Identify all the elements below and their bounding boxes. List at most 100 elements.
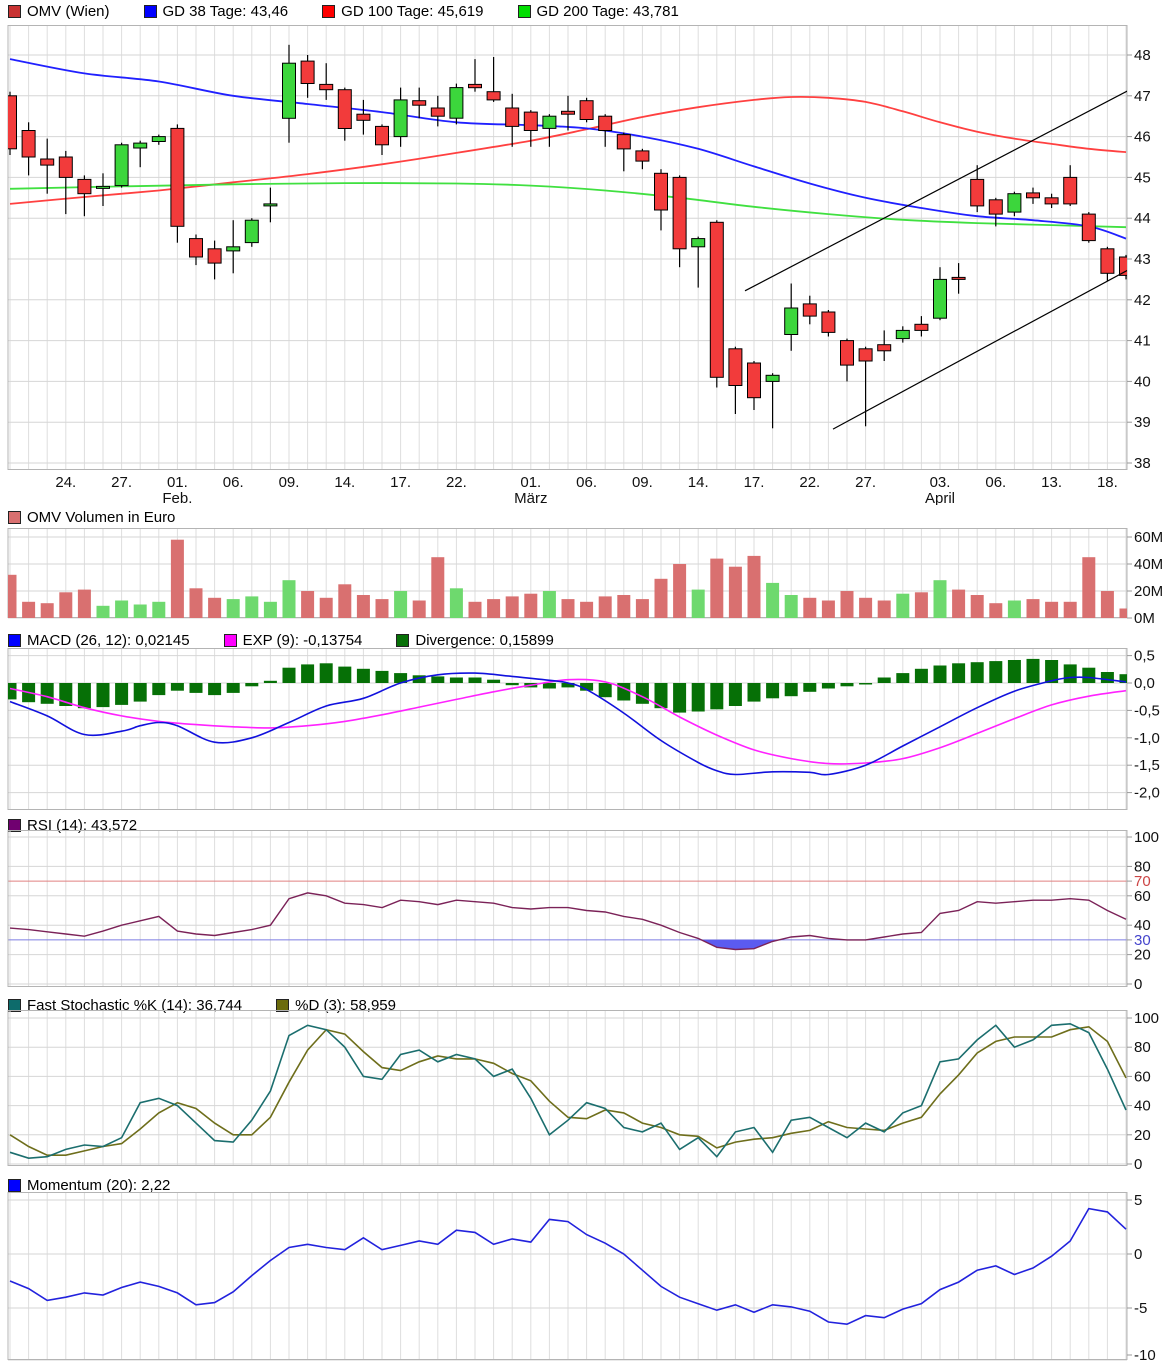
svg-text:-1,0: -1,0 (1134, 730, 1160, 747)
stochastic-series-swatch (276, 999, 290, 1012)
svg-text:40: 40 (1134, 1098, 1151, 1115)
legend-label: Fast Stochastic %K (14): 36,744 (27, 997, 243, 1014)
legend-label: GD 38 Tage: 43,46 (162, 3, 289, 20)
svg-text:27.: 27. (111, 474, 132, 491)
svg-text:100: 100 (1134, 830, 1159, 846)
price-series-swatch (8, 5, 21, 18)
legend-label: RSI (14): 43,572 (27, 817, 138, 834)
svg-text:0,0: 0,0 (1134, 675, 1155, 692)
svg-text:60: 60 (1134, 888, 1151, 905)
legend-item-price: GD 100 Tage: 45,619 (322, 3, 484, 20)
legend-label: GD 200 Tage: 43,781 (536, 3, 679, 20)
svg-text:40: 40 (1134, 917, 1151, 934)
volume-series-swatch (8, 511, 21, 524)
legend-label: GD 100 Tage: 45,619 (341, 3, 484, 20)
legend-item-macd: Divergence: 0,15899 (396, 632, 554, 649)
svg-text:April: April (925, 490, 955, 505)
macd-series-swatch (8, 634, 21, 647)
macd-panel: 0,5 0,0 -0,5 -1,0 -1,5 -2,0 (7, 648, 1160, 810)
legend-item-macd: MACD (26, 12): 0,02145 (8, 632, 190, 649)
svg-text:20: 20 (1134, 1127, 1151, 1144)
svg-text:März: März (514, 490, 547, 505)
svg-text:0: 0 (1134, 976, 1142, 990)
momentum-series-swatch (8, 1179, 21, 1192)
svg-text:17.: 17. (744, 474, 765, 491)
svg-text:27.: 27. (855, 474, 876, 491)
svg-text:13.: 13. (1041, 474, 1062, 491)
legend-item-volume: OMV Volumen in Euro (8, 509, 175, 526)
svg-text:47: 47 (1134, 88, 1151, 105)
legend-item-macd: EXP (9): -0,13754 (223, 632, 363, 649)
svg-text:-5: -5 (1134, 1300, 1147, 1317)
legend-item-rsi: RSI (14): 43,572 (8, 817, 137, 834)
svg-text:06.: 06. (223, 474, 244, 491)
svg-text:-2,0: -2,0 (1134, 785, 1160, 802)
stochastic-series-swatch (8, 999, 21, 1012)
svg-text:38: 38 (1134, 455, 1151, 472)
svg-text:17.: 17. (390, 474, 411, 491)
svg-text:70: 70 (1134, 873, 1151, 890)
legend-label: OMV (Wien) (27, 3, 110, 20)
legend-stochastic: Fast Stochastic %K (14): 36,744 %D (3): 5… (8, 997, 396, 1014)
svg-text:40M: 40M (1134, 556, 1163, 573)
svg-text:40: 40 (1134, 373, 1151, 390)
svg-text:14.: 14. (688, 474, 709, 491)
svg-text:5: 5 (1134, 1192, 1142, 1209)
svg-text:14.: 14. (334, 474, 355, 491)
svg-text:100: 100 (1134, 1010, 1159, 1027)
legend-item-price: GD 200 Tage: 43,781 (517, 3, 679, 20)
svg-text:20: 20 (1134, 947, 1151, 964)
volume-panel: 60M 40M 20M 0M (7, 528, 1163, 627)
price-series-swatch (322, 5, 336, 18)
svg-text:20M: 20M (1134, 583, 1163, 600)
svg-text:01.: 01. (520, 474, 541, 491)
legend-label: EXP (9): -0,13754 (242, 632, 363, 649)
legend-rsi: RSI (14): 43,572 (8, 817, 137, 834)
svg-text:-0,5: -0,5 (1134, 702, 1160, 719)
svg-text:24.: 24. (55, 474, 76, 491)
svg-text:45: 45 (1134, 169, 1151, 186)
svg-text:43: 43 (1134, 251, 1151, 268)
svg-text:41: 41 (1134, 333, 1151, 350)
legend-item-stochastic: Fast Stochastic %K (14): 36,744 (8, 997, 242, 1014)
legend-macd: MACD (26, 12): 0,02145 EXP (9): -0,13754 D… (8, 632, 554, 649)
legend-volume: OMV Volumen in Euro (8, 509, 175, 526)
svg-text:80: 80 (1134, 858, 1151, 875)
legend-label: %D (3): 58,959 (295, 997, 396, 1014)
svg-text:0: 0 (1134, 1246, 1142, 1263)
momentum-panel: 5 0 -5 -10 (7, 1192, 1156, 1361)
svg-text:03.: 03. (930, 474, 951, 491)
legend-item-stochastic: %D (3): 58,959 (276, 997, 396, 1014)
svg-text:06.: 06. (985, 474, 1006, 491)
svg-text:-10: -10 (1134, 1347, 1156, 1361)
svg-text:80: 80 (1134, 1039, 1151, 1056)
legend-price: OMV (Wien) GD 38 Tage: 43,46 GD 100 Tage: … (8, 3, 679, 20)
legend-label: MACD (26, 12): 0,02145 (27, 632, 190, 649)
price-series-swatch (517, 5, 531, 18)
price-series-swatch (143, 5, 157, 18)
macd-series-swatch (223, 634, 237, 647)
legend-item-price: OMV (Wien) (8, 3, 110, 20)
svg-text:-1,5: -1,5 (1134, 757, 1160, 774)
legend-label: OMV Volumen in Euro (27, 509, 176, 526)
legend-item-momentum: Momentum (20): 2,22 (8, 1177, 170, 1194)
svg-text:01.: 01. (167, 474, 188, 491)
svg-text:06.: 06. (576, 474, 597, 491)
svg-text:60M: 60M (1134, 529, 1163, 546)
svg-text:0: 0 (1134, 1156, 1142, 1172)
svg-text:0M: 0M (1134, 610, 1155, 627)
svg-text:18.: 18. (1097, 474, 1118, 491)
svg-text:0,5: 0,5 (1134, 648, 1155, 665)
svg-text:46: 46 (1134, 129, 1151, 146)
svg-text:44: 44 (1134, 210, 1151, 227)
svg-text:60: 60 (1134, 1068, 1151, 1085)
stochastic-panel: 100 80 60 40 20 0 (7, 1010, 1159, 1172)
svg-text:42: 42 (1134, 292, 1151, 309)
svg-text:39: 39 (1134, 414, 1151, 431)
svg-text:30: 30 (1134, 932, 1151, 949)
svg-text:Feb.: Feb. (162, 490, 192, 505)
svg-text:22.: 22. (799, 474, 820, 491)
